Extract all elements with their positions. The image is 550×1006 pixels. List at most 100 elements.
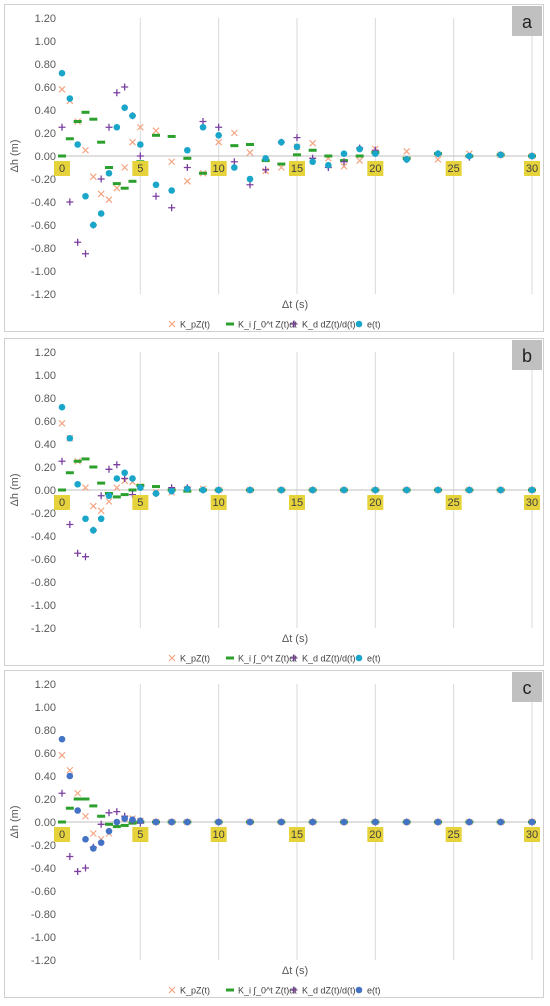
legend-marker — [290, 654, 298, 662]
data-point — [434, 818, 442, 826]
panel-label-box — [512, 6, 542, 36]
x-tick-label-bg — [210, 495, 227, 510]
data-point — [97, 814, 106, 818]
data-point — [167, 134, 176, 138]
y-tick-label: -0.60 — [31, 886, 56, 898]
data-point — [58, 735, 66, 743]
y-tick-label: 0.00 — [35, 151, 56, 163]
legend-item: e(t) — [355, 320, 381, 330]
data-point — [278, 486, 285, 494]
x-tick-label: 20 — [369, 829, 381, 841]
data-point — [230, 144, 239, 148]
x-tick-label: 0 — [59, 163, 65, 175]
x-axis-title: Δt (s) — [282, 299, 308, 311]
data-point — [74, 789, 82, 797]
data-point — [97, 140, 106, 144]
panel-frame — [4, 338, 544, 666]
x-axis-title: Δt (s) — [282, 633, 308, 645]
data-point — [309, 139, 317, 147]
data-point — [97, 515, 105, 523]
data-point — [199, 123, 207, 131]
x-tick-label-bg — [367, 495, 384, 510]
x-tick-label-bg — [54, 161, 70, 176]
data-point — [66, 198, 74, 206]
legend-marker — [355, 986, 363, 994]
x-tick-label: 15 — [291, 163, 303, 175]
x-tick-label: 0 — [59, 829, 65, 841]
data-point — [497, 151, 504, 159]
y-tick-label: 0.80 — [35, 393, 56, 405]
data-point — [105, 465, 113, 473]
y-tick-label: 0.40 — [35, 771, 56, 783]
data-point — [121, 164, 129, 171]
x-tick-label: 30 — [526, 163, 538, 175]
data-point — [466, 818, 473, 826]
panel-label: b — [522, 346, 532, 366]
legend-item: K_d dZ(t)/d(t) — [290, 654, 356, 664]
data-point — [97, 507, 105, 515]
y-axis-title: Δh (m) — [9, 805, 21, 838]
series-4 — [58, 403, 536, 534]
data-point — [113, 461, 121, 469]
legend-marker — [168, 986, 176, 994]
data-point — [65, 806, 74, 810]
data-point — [136, 152, 144, 160]
legend-item: K_pZ(t) — [168, 320, 210, 330]
data-point — [215, 818, 222, 826]
y-tick-label: -0.20 — [31, 508, 56, 520]
data-point — [168, 187, 175, 194]
x-tick-label: 15 — [291, 497, 303, 509]
data-point — [82, 192, 89, 200]
series-4 — [58, 735, 536, 852]
data-point — [58, 154, 66, 158]
data-point — [129, 816, 136, 823]
panel-label: a — [522, 12, 533, 32]
data-point — [120, 823, 129, 827]
x-axis-title: Δt (s) — [282, 965, 308, 977]
data-point — [112, 825, 121, 829]
data-point — [199, 486, 207, 494]
y-tick-label: 0.80 — [35, 59, 56, 71]
data-point — [66, 95, 74, 102]
data-point — [74, 807, 81, 814]
legend-marker — [168, 320, 176, 328]
data-point — [152, 181, 160, 189]
data-point — [262, 166, 270, 174]
data-point — [403, 486, 410, 494]
data-point — [277, 162, 286, 166]
data-point — [497, 486, 504, 494]
data-point — [65, 471, 74, 475]
data-point — [97, 481, 106, 485]
data-point — [89, 830, 97, 837]
data-point — [215, 486, 222, 494]
data-point — [89, 173, 97, 181]
data-point — [308, 148, 317, 152]
data-point — [356, 157, 364, 165]
data-point — [246, 181, 254, 189]
data-point — [168, 204, 176, 212]
data-point — [58, 488, 66, 492]
legend-label: K_d dZ(t)/d(t) — [302, 320, 356, 330]
y-tick-label: -1.00 — [31, 600, 56, 612]
data-point — [168, 158, 176, 166]
data-point — [105, 498, 113, 505]
x-tick-label: 10 — [213, 829, 225, 841]
data-point — [74, 480, 81, 488]
legend-item: K_pZ(t) — [168, 986, 210, 996]
data-point — [113, 89, 121, 97]
data-point — [246, 486, 254, 494]
chart-panel: 1.20 1.00 0.80 0.60 0.40 0.20 0.00 -0.20 -0.40 -0… — [4, 670, 544, 998]
data-point — [90, 845, 97, 852]
y-tick-label: -0.80 — [31, 577, 56, 589]
data-point — [497, 818, 504, 826]
data-point — [403, 147, 411, 155]
data-point — [82, 553, 89, 561]
y-tick-label: 0.00 — [35, 817, 56, 829]
data-point — [528, 818, 536, 826]
data-point — [262, 155, 269, 162]
data-point — [81, 797, 90, 801]
data-point — [230, 129, 238, 137]
data-point — [293, 143, 301, 151]
legend-item: K_d dZ(t)/d(t) — [290, 986, 356, 996]
